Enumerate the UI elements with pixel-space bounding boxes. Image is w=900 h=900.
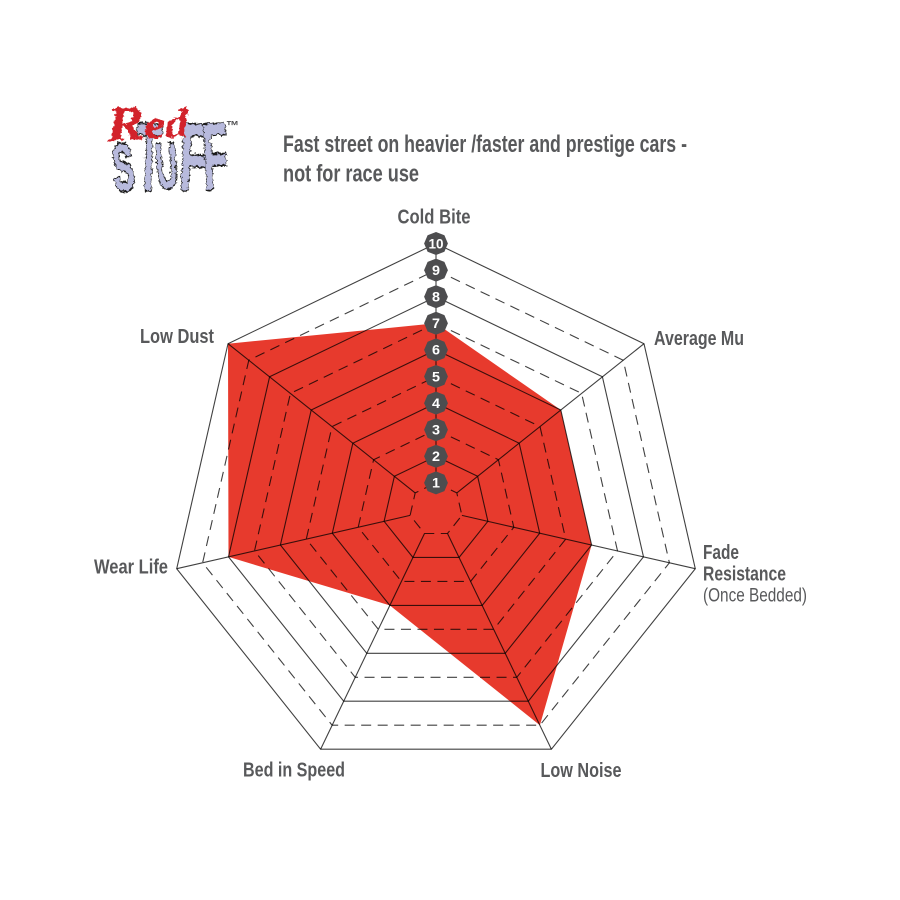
svg-text:T: T: [133, 102, 162, 209]
svg-text:Low Dust: Low Dust: [140, 326, 214, 348]
svg-text:Low Noise: Low Noise: [541, 760, 622, 782]
svg-text:Bed in Speed: Bed in Speed: [243, 760, 345, 782]
svg-text:5: 5: [432, 369, 441, 384]
svg-text:Cold Bite: Cold Bite: [398, 207, 471, 229]
svg-text:Red: Red: [103, 91, 189, 150]
svg-text:not for race use: not for race use: [283, 161, 419, 188]
svg-text:8: 8: [432, 290, 441, 305]
svg-text:3: 3: [432, 423, 441, 438]
svg-text:Fade: Fade: [703, 542, 739, 564]
svg-text:F: F: [176, 102, 210, 210]
svg-text:9: 9: [432, 263, 440, 278]
svg-text:(Once Bedded): (Once Bedded): [703, 586, 807, 607]
svg-text:1: 1: [432, 476, 441, 491]
svg-text:Average Mu: Average Mu: [654, 328, 744, 350]
svg-text:F: F: [199, 104, 229, 209]
svg-text:6: 6: [432, 343, 441, 358]
svg-text:4: 4: [432, 396, 441, 411]
svg-text:Resistance: Resistance: [703, 564, 786, 586]
svg-text:Wear Life: Wear Life: [94, 557, 168, 579]
svg-text:Fast street on heavier /faster: Fast street on heavier /faster and prest…: [283, 131, 687, 158]
svg-text:2: 2: [432, 449, 440, 464]
svg-text:10: 10: [429, 236, 444, 251]
svg-text:7: 7: [432, 316, 440, 331]
svg-text:™: ™: [226, 118, 239, 133]
